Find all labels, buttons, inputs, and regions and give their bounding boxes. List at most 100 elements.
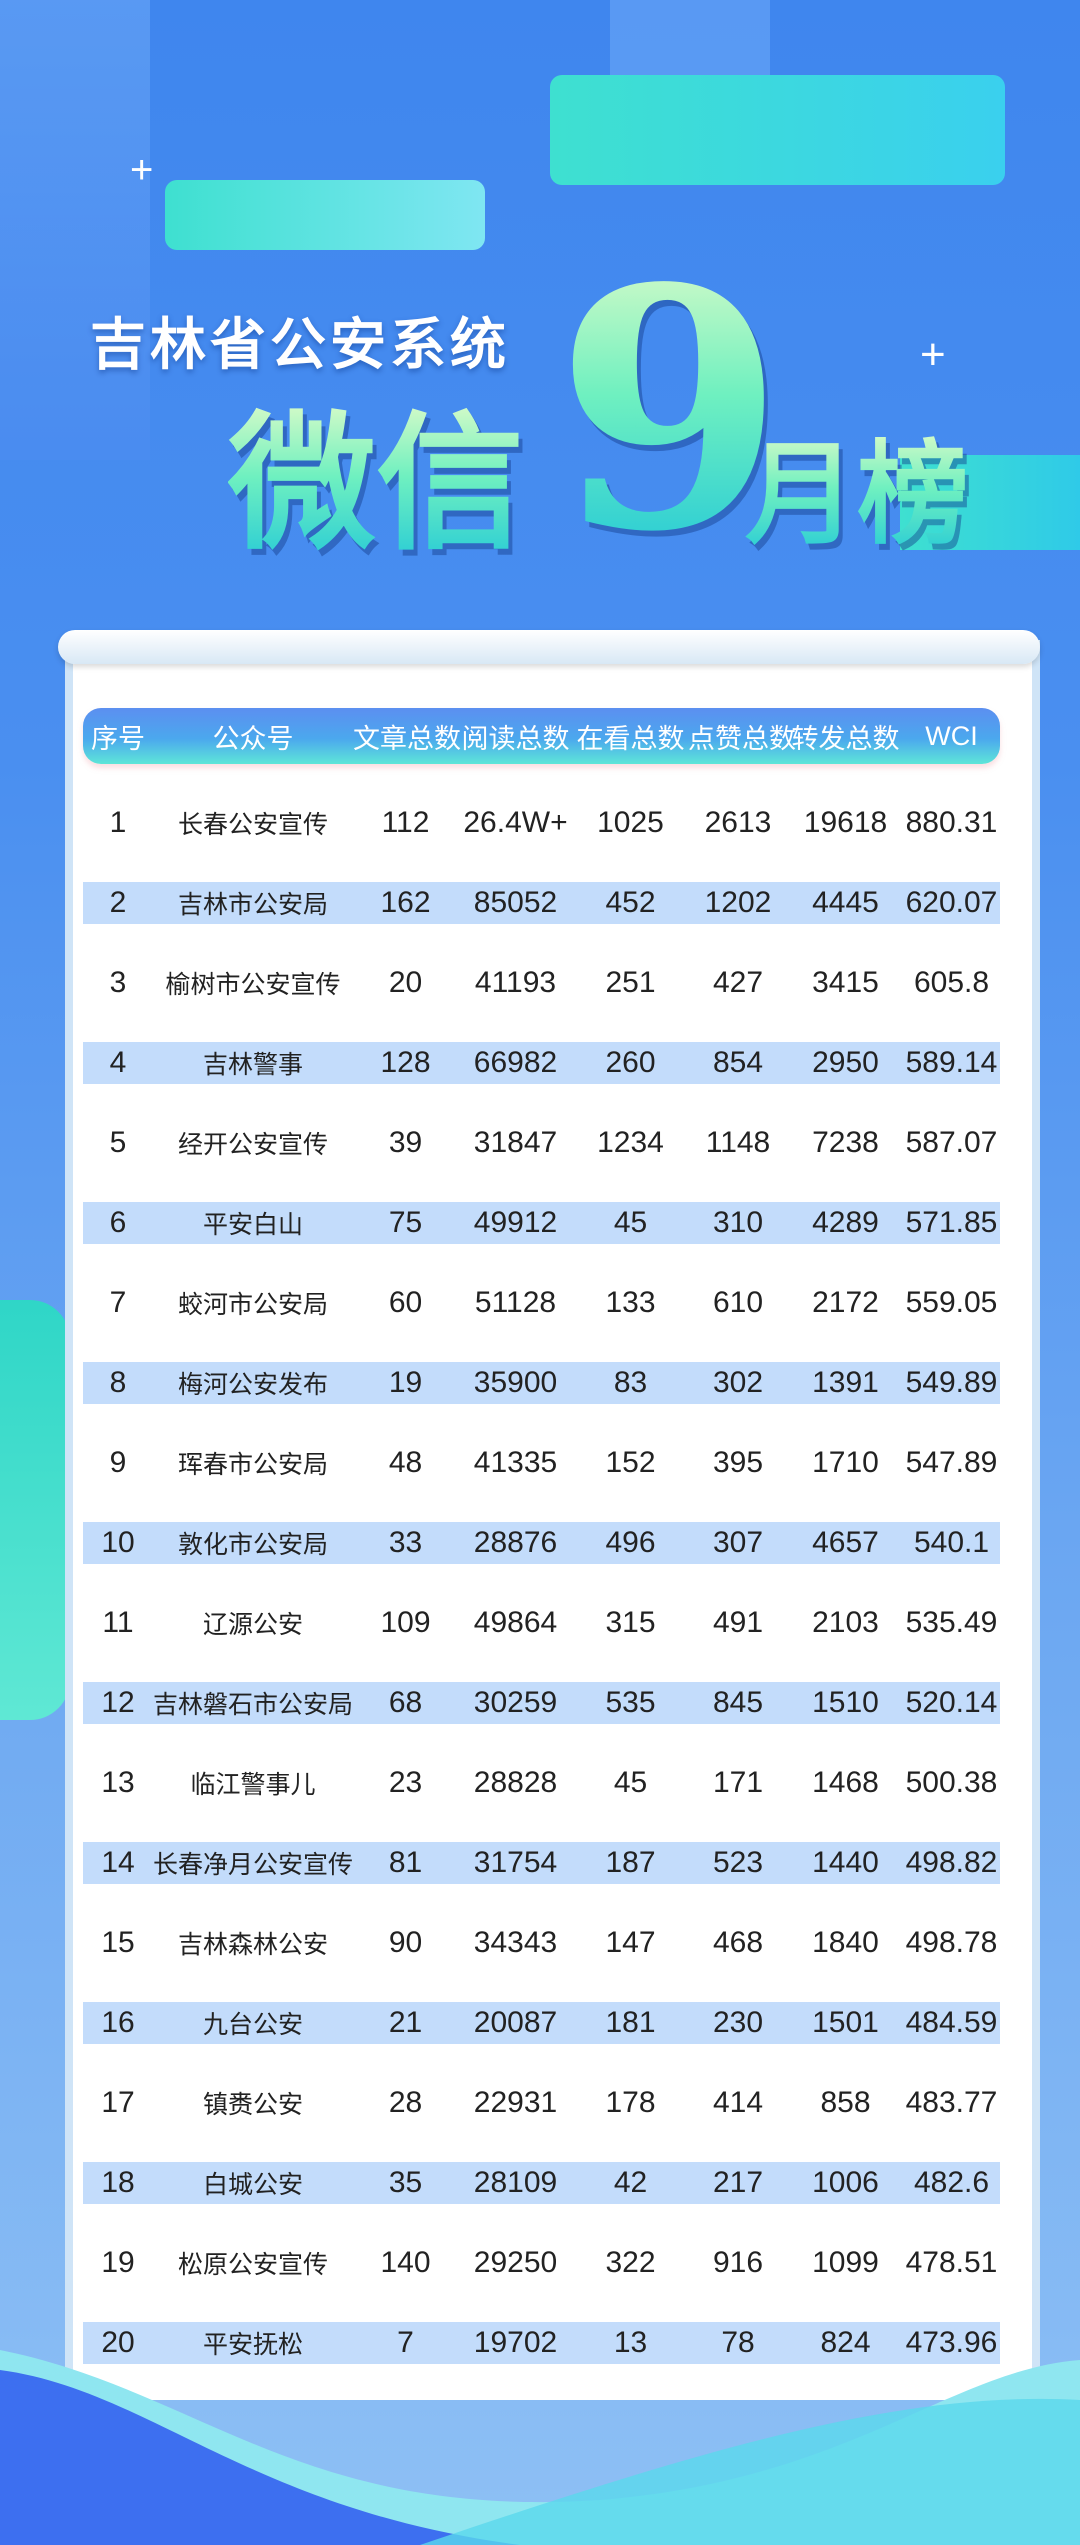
cell-shares: 1501 <box>812 2006 879 2039</box>
cell-account: 长春净月公安宣传 <box>153 1851 354 1879</box>
wave-cyan <box>420 2398 1080 2545</box>
cell-wci: 547.89 <box>905 1446 998 1479</box>
cell-wci: 520.14 <box>905 1686 998 1719</box>
deco-bubble-left <box>165 180 485 250</box>
cell-watching: 322 <box>605 2246 656 2279</box>
header-likes: 点赞总数 <box>688 723 796 754</box>
cell-likes: 2613 <box>704 806 772 839</box>
table-row: 9 珲春市公安局 48 41335 152 395 1710 547.89 <box>83 1404 1000 1522</box>
title-month-number: 9 <box>555 216 785 604</box>
deco-bar-left <box>0 0 150 460</box>
cell-reads: 41193 <box>474 966 557 999</box>
table-row: 17 镇赉公安 28 22931 178 414 858 483.77 <box>83 2044 1000 2162</box>
table-row: 8 梅河公安发布 19 35900 83 302 1391 549.89 <box>83 1362 1000 1404</box>
cell-likes: 230 <box>712 2006 764 2039</box>
cell-wci: 571.85 <box>905 1206 998 1239</box>
header-articles: 文章总数 <box>353 723 461 754</box>
cell-watching: 133 <box>605 1286 656 1319</box>
table-row: 2 吉林市公安局 162 85052 452 1202 4445 620.07 <box>83 882 1000 924</box>
cell-watching: 1025 <box>597 806 664 839</box>
cell-likes: 523 <box>712 1846 764 1879</box>
cell-account: 九台公安 <box>202 2011 303 2039</box>
sparkle-icon: + <box>920 330 946 379</box>
cell-watching: 535 <box>605 1686 656 1719</box>
header-account: 公众号 <box>212 723 294 754</box>
cell-shares: 2950 <box>812 1046 879 1079</box>
cell-account: 吉林警事 <box>202 1051 303 1079</box>
cell-shares: 2103 <box>812 1606 879 1639</box>
cell-rank: 11 <box>102 1606 134 1639</box>
cell-reads: 85052 <box>473 886 558 919</box>
cell-watching: 315 <box>605 1606 656 1639</box>
cell-account: 平安白山 <box>202 1211 303 1239</box>
cell-shares: 1468 <box>812 1766 879 1799</box>
cell-rank: 8 <box>109 1366 127 1399</box>
cell-rank: 10 <box>101 1526 135 1559</box>
cell-articles: 35 <box>388 2166 423 2199</box>
table-row: 13 临江警事儿 23 28828 45 171 1468 500.38 <box>83 1724 1000 1842</box>
cell-rank: 12 <box>101 1686 135 1719</box>
cell-watching: 496 <box>605 1526 656 1559</box>
cell-rank: 4 <box>109 1046 127 1079</box>
cell-wci: 482.6 <box>913 2166 990 2199</box>
deco-bubble-right <box>550 75 1005 185</box>
cell-rank: 13 <box>101 1766 135 1799</box>
cell-shares: 1391 <box>812 1366 879 1399</box>
cell-rank: 6 <box>109 1206 127 1239</box>
cell-account: 敦化市公安局 <box>177 1531 328 1559</box>
cell-account: 白城公安 <box>202 2171 303 2199</box>
cell-articles: 20 <box>388 966 423 999</box>
table-row: 15 吉林森林公安 90 34343 147 468 1840 498.78 <box>83 1884 1000 2002</box>
cell-account: 吉林市公安局 <box>177 891 328 919</box>
cell-likes: 217 <box>712 2166 764 2199</box>
cell-shares: 1710 <box>812 1446 879 1479</box>
cell-articles: 112 <box>381 806 430 839</box>
cell-wci: 549.89 <box>905 1366 998 1399</box>
cell-likes: 610 <box>712 1286 764 1319</box>
table-body: 1 长春公安宣传 112 26.4W+ 1025 2613 19618 880.31 2 吉林市公… <box>83 764 1000 2364</box>
cell-likes: 307 <box>712 1526 764 1559</box>
table-row: 1 长春公安宣传 112 26.4W+ 1025 2613 19618 880.31 <box>83 764 1000 882</box>
table-row: 12 吉林磐石市公安局 68 30259 535 845 1510 520.14 <box>83 1682 1000 1724</box>
cell-shares: 1510 <box>812 1686 879 1719</box>
header-reads: 阅读总数 <box>461 723 570 754</box>
cell-wci: 540.1 <box>913 1526 990 1559</box>
cell-likes: 845 <box>712 1686 764 1719</box>
cell-articles: 7 <box>397 2326 414 2359</box>
scroll-paper <box>65 640 1040 2400</box>
sparkle-icon: + <box>130 148 154 192</box>
cell-rank: 1 <box>109 806 127 839</box>
cell-articles: 68 <box>388 1686 423 1719</box>
header-wci: WCI <box>925 720 978 751</box>
cell-reads: 19702 <box>473 2326 558 2359</box>
cell-likes: 414 <box>712 2086 764 2119</box>
cell-account: 临江警事儿 <box>190 1771 316 1799</box>
cell-watching: 13 <box>613 2326 648 2359</box>
table-row: 16 九台公安 21 20087 181 230 1501 484.59 <box>83 2002 1000 2044</box>
title-wechat: 微信 <box>228 400 524 570</box>
cell-shares: 1440 <box>812 1846 879 1879</box>
cell-likes: 78 <box>721 2326 755 2359</box>
cell-likes: 468 <box>712 1926 764 1959</box>
cell-watching: 152 <box>605 1446 656 1479</box>
cell-watching: 42 <box>613 2166 648 2199</box>
cell-shares: 1840 <box>812 1926 879 1959</box>
cell-wci: 483.77 <box>905 2086 998 2119</box>
cell-shares: 1006 <box>812 2166 879 2199</box>
cell-wci: 880.31 <box>905 806 998 839</box>
table-row: 14 长春净月公安宣传 81 31754 187 523 1440 498.82 <box>83 1842 1000 1884</box>
cell-account: 平安抚松 <box>202 2331 303 2359</box>
wave-dark <box>0 2370 520 2545</box>
cell-likes: 916 <box>712 2246 764 2279</box>
cell-shares: 1099 <box>812 2246 879 2279</box>
cell-reads: 30259 <box>473 1686 558 1719</box>
cell-likes: 302 <box>712 1366 764 1399</box>
cell-account: 蛟河市公安局 <box>177 1291 328 1319</box>
table-row: 11 辽源公安 109 49864 315 491 2103 535.49 <box>83 1564 1000 1682</box>
cell-wci: 500.38 <box>905 1766 998 1799</box>
cell-account: 松原公安宣传 <box>177 2251 328 2279</box>
cell-rank: 5 <box>109 1126 127 1159</box>
cell-reads: 28109 <box>473 2166 558 2199</box>
cell-likes: 491 <box>712 1606 764 1639</box>
cell-reads: 31847 <box>473 1126 558 1159</box>
